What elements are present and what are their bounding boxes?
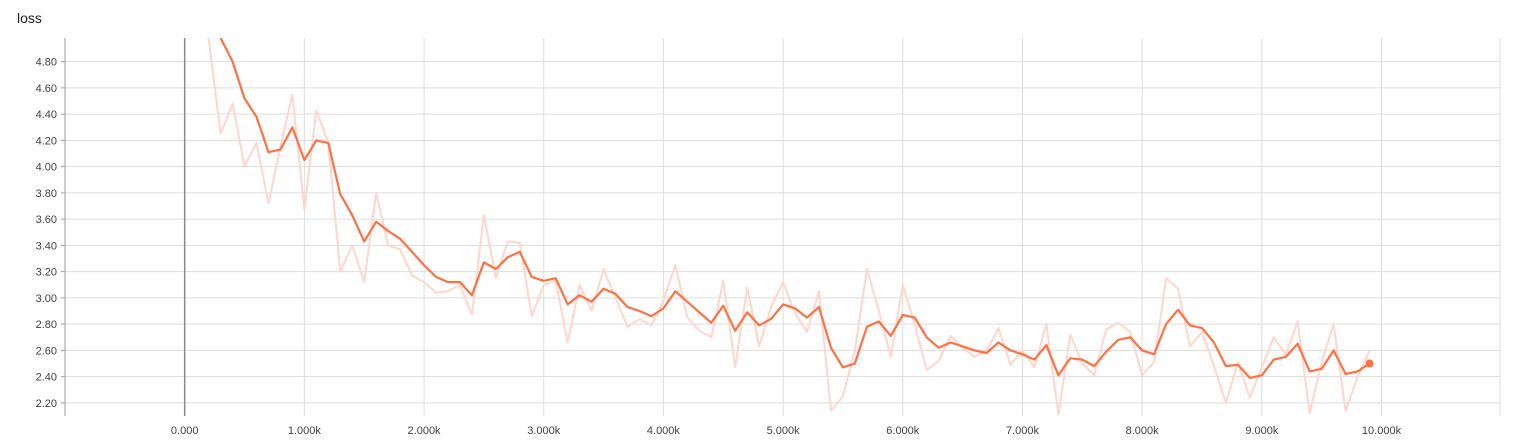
y-tick-label: 2.20 bbox=[36, 398, 57, 410]
y-tick-label: 3.20 bbox=[36, 267, 57, 279]
y-tick-label: 2.60 bbox=[36, 345, 57, 357]
x-tick-label: 3.000k bbox=[527, 425, 561, 437]
y-tick-label: 4.60 bbox=[36, 83, 57, 95]
y-tick-label: 4.00 bbox=[36, 162, 57, 174]
y-tick-label: 2.40 bbox=[36, 372, 57, 384]
chart-title: loss bbox=[17, 10, 42, 26]
x-tick-label: 7.000k bbox=[1006, 425, 1040, 437]
x-tick-label: 8.000k bbox=[1126, 425, 1160, 437]
x-tick-label: 4.000k bbox=[647, 425, 681, 437]
y-tick-label: 3.00 bbox=[36, 293, 57, 305]
x-tick-label: 10.000k bbox=[1362, 425, 1402, 437]
y-tick-label: 3.40 bbox=[36, 240, 57, 252]
y-tick-label: 4.80 bbox=[36, 57, 57, 69]
x-tick-label: 0.000 bbox=[171, 425, 199, 437]
y-tick-label: 2.80 bbox=[36, 319, 57, 331]
y-tick-label: 4.40 bbox=[36, 109, 57, 121]
x-tick-label: 9.000k bbox=[1245, 425, 1279, 437]
series-layer[interactable] bbox=[207, 38, 1374, 416]
axis-layer bbox=[61, 38, 66, 416]
last-point-marker bbox=[1365, 359, 1374, 368]
x-tick-label: 2.000k bbox=[408, 425, 442, 437]
smoothed-series-line[interactable] bbox=[219, 38, 1371, 379]
x-tick-label: 6.000k bbox=[886, 425, 920, 437]
y-tick-label: 3.60 bbox=[36, 214, 57, 226]
grid-layer bbox=[65, 38, 1501, 416]
tick-labels: 2.20 2.40 2.60 2.80 3.00 3.20 3.40 3.60 3.80 4.00… bbox=[36, 57, 1402, 437]
x-tick-label: 5.000k bbox=[767, 425, 801, 437]
y-tick-label: 4.20 bbox=[36, 135, 57, 147]
raw-series-line[interactable] bbox=[207, 38, 1371, 416]
y-tick-label: 3.80 bbox=[36, 188, 57, 200]
x-tick-label: 1.000k bbox=[288, 425, 322, 437]
